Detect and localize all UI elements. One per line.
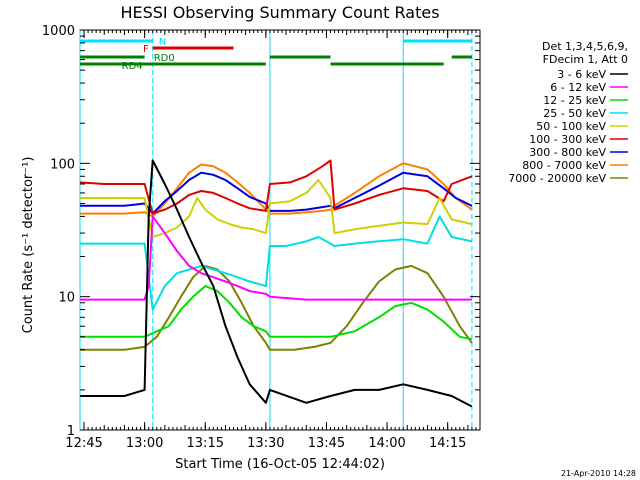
- legend-label: 300 - 800 keV: [529, 146, 606, 159]
- y-tick-label: 100: [50, 157, 75, 172]
- series-layer: [79, 159, 473, 408]
- legend-label: 7000 - 20000 keV: [508, 172, 606, 185]
- y-axis-label: Count Rate (s⁻¹ detector⁻¹): [21, 157, 36, 334]
- x-tick-label: 13:00: [126, 436, 163, 451]
- legend-header-line: Det 1,3,4,5,6,9,: [542, 40, 628, 53]
- series-line-50-100-kev: [80, 179, 473, 238]
- legend-label: 12 - 25 keV: [543, 94, 606, 107]
- x-tick-label: 12:45: [65, 436, 102, 451]
- y-axis: 1 10 100 1000: [42, 24, 480, 439]
- state-bars: NF RD0 RD4: [80, 37, 472, 72]
- series-line-25-50-kev: [80, 215, 473, 311]
- series-line-300-800-kev: [80, 171, 473, 215]
- y-tick-label: 1000: [42, 24, 75, 39]
- legend-label: 50 - 100 keV: [536, 120, 606, 133]
- x-tick-label: 13:15: [187, 436, 224, 451]
- series-line-6-12-kev: [80, 215, 472, 301]
- x-tick-label: 13:45: [308, 436, 345, 451]
- legend: Det 1,3,4,5,6,9,FDecim 1, Att 0 3 - 6 keV…: [508, 40, 628, 185]
- state-label-rd4: RD4: [122, 61, 143, 72]
- x-axis-label: Start Time (16-Oct-05 12:44:02): [175, 457, 385, 472]
- x-tick-label: 13:30: [247, 436, 284, 451]
- state-label-f: F: [143, 44, 149, 55]
- legend-header-line: FDecim 1, Att 0: [543, 53, 628, 66]
- series-line-12-25-kev: [80, 285, 473, 341]
- legend-label: 25 - 50 keV: [543, 107, 606, 120]
- x-tick-label: 14:00: [368, 436, 405, 451]
- state-label-rd0: RD0: [154, 53, 175, 64]
- legend-label: 100 - 300 keV: [529, 133, 606, 146]
- x-axis: 12:45 13:00 13:15 13:30 13:45 14:00 14:15: [65, 30, 477, 451]
- series-line-3-6-kev: [80, 159, 473, 408]
- legend-label: 6 - 12 keV: [550, 81, 606, 94]
- legend-label: 3 - 6 keV: [557, 68, 606, 81]
- date-stamp: 21-Apr-2010 14:28: [561, 469, 636, 478]
- x-tick-label: 14:15: [429, 436, 466, 451]
- series-line-100-300-kev: [79, 159, 473, 215]
- state-label-n: N: [159, 37, 166, 48]
- y-tick-label: 1: [67, 424, 75, 439]
- legend-label: 800 - 7000 keV: [522, 159, 606, 172]
- chart-title: HESSI Observing Summary Count Rates: [120, 3, 439, 22]
- y-tick-label: 10: [58, 291, 75, 306]
